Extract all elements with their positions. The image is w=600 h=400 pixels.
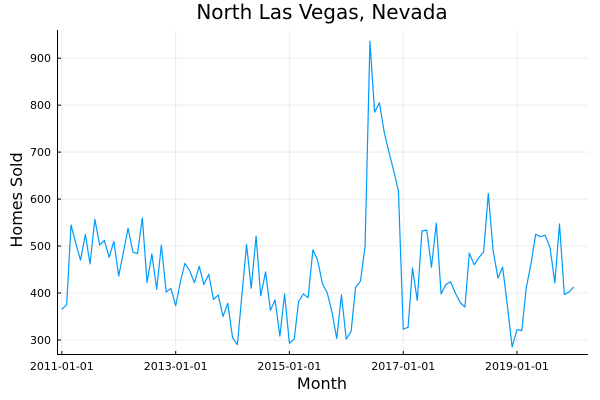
grid-lines xyxy=(57,30,588,355)
x-tick-label: 2011-01-01 xyxy=(30,360,94,373)
series-line-0 xyxy=(61,40,575,348)
y-tick-label: 700 xyxy=(30,146,51,159)
y-tick-label: 800 xyxy=(30,99,51,112)
y-tick-label: 600 xyxy=(30,193,51,206)
chart-title: North Las Vegas, Nevada xyxy=(196,0,447,24)
y-tick-label: 300 xyxy=(30,334,51,347)
y-axis-label: Homes Sold xyxy=(7,152,26,247)
x-tick-label: 2019-01-01 xyxy=(485,360,549,373)
x-tick-label: 2017-01-01 xyxy=(371,360,435,373)
axes xyxy=(57,30,588,355)
x-axis-label: Month xyxy=(297,374,347,393)
y-tick-label: 500 xyxy=(30,240,51,253)
series-layer xyxy=(61,40,575,348)
y-tick-label: 400 xyxy=(30,287,51,300)
x-tick-label: 2015-01-01 xyxy=(257,360,321,373)
tick-labels: 2011-01-01 2013-01-01 2015-01-01 2017-01-01… xyxy=(30,52,549,373)
x-tick-label: 2013-01-01 xyxy=(144,360,208,373)
y-tick-label: 900 xyxy=(30,52,51,65)
